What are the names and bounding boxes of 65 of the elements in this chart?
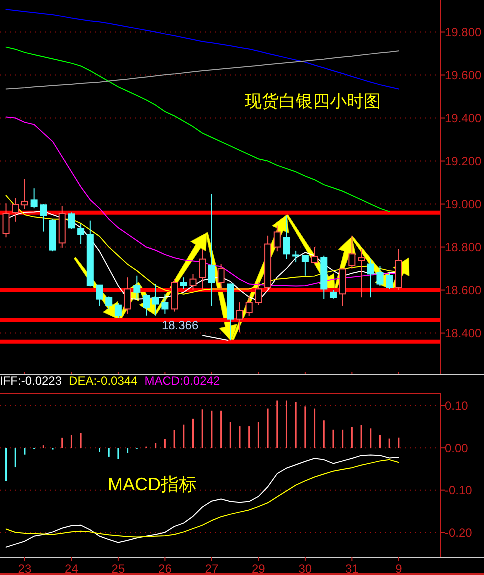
candlestick <box>152 284 160 316</box>
candlestick <box>68 212 76 230</box>
candlestick <box>180 277 188 290</box>
x-tick-label: 27 <box>205 562 219 575</box>
candlestick <box>143 294 150 316</box>
line-series <box>6 50 400 90</box>
candlestick <box>2 203 10 238</box>
text: 现货白银四小时图 <box>245 92 381 111</box>
candlestick <box>134 275 141 300</box>
annotation: MACD指标 <box>108 474 197 495</box>
y-tick-label: 0.10 <box>445 399 469 414</box>
line-series <box>6 46 390 212</box>
candlestick <box>162 294 169 314</box>
x-tick-label: 29 <box>252 562 266 575</box>
y-tick-label: -0.20 <box>445 526 473 540</box>
candlestick <box>255 282 262 306</box>
candlestick <box>292 250 300 264</box>
candlestick <box>96 284 104 306</box>
x-tick-label: 9 <box>396 562 403 575</box>
candlestick <box>311 247 318 265</box>
x-tick-label: 31 <box>346 562 360 575</box>
y-tick-label: 18.800 <box>445 240 482 254</box>
line-series <box>6 9 400 90</box>
candlestick <box>367 258 374 298</box>
y-tick-label: 0.00 <box>445 441 469 456</box>
y-tick-label: 19.800 <box>445 25 482 40</box>
candlestick <box>114 302 122 319</box>
x-tick-label: 25 <box>112 562 126 575</box>
line-series <box>6 454 400 548</box>
y-tick-label: 18.400 <box>445 326 482 340</box>
x-tick-label: 23 <box>18 562 32 575</box>
candlestick <box>106 296 113 310</box>
candlestick <box>208 194 216 306</box>
series-label: MACD:0.0242 <box>144 374 220 388</box>
y-tick-label: 18.600 <box>445 283 482 298</box>
line-series <box>6 459 400 538</box>
candlestick <box>78 224 85 245</box>
candlestick <box>348 235 356 270</box>
candlestick <box>283 215 290 260</box>
candlestick <box>190 274 197 291</box>
candlestick <box>199 248 206 290</box>
y-tick-label: 19.400 <box>445 111 482 126</box>
y-tick-label: 19.600 <box>445 68 482 82</box>
annotation: 18.366 <box>162 318 199 333</box>
candlestick <box>246 295 253 317</box>
candlestick <box>358 248 366 298</box>
y-tick-label: 19.200 <box>445 154 482 168</box>
x-tick-label: 30 <box>298 562 312 575</box>
candlestick <box>12 198 20 222</box>
candlestick <box>376 265 384 286</box>
candlestick <box>386 272 394 290</box>
candlestick <box>236 302 244 334</box>
candlestick <box>40 204 48 232</box>
candlestick <box>302 255 309 276</box>
y-tick-label: -0.10 <box>445 484 473 498</box>
text: DEA:-0.0344 <box>69 374 138 388</box>
candlestick <box>274 225 281 252</box>
candlestick <box>21 178 28 210</box>
x-tick-label: 26 <box>158 562 172 575</box>
candlestick <box>30 188 38 210</box>
candlestick <box>124 277 132 314</box>
x-tick-label: 24 <box>65 562 79 575</box>
text: IFF:-0.0223 <box>0 374 62 388</box>
y-tick-label: 19.000 <box>445 197 482 212</box>
candlestick <box>218 264 225 291</box>
